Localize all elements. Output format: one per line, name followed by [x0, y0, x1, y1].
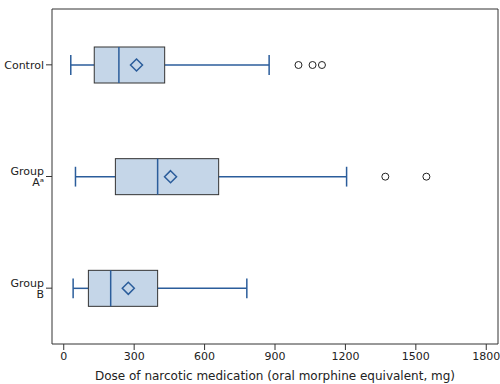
svg-text:1800: 1800	[472, 350, 492, 363]
svg-text:300: 300	[124, 350, 145, 363]
svg-text:1500: 1500	[402, 350, 430, 363]
svg-text:Control: Control	[8, 59, 44, 72]
svg-text:1200: 1200	[331, 350, 359, 363]
svg-text:GroupAᵃ: GroupAᵃ	[11, 165, 45, 189]
svg-text:0: 0	[60, 350, 67, 363]
svg-text:600: 600	[194, 350, 215, 363]
svg-text:Dose of narcotic medication (o: Dose of narcotic medication (oral morphi…	[95, 369, 455, 383]
svg-text:900: 900	[265, 350, 286, 363]
svg-text:GroupB: GroupB	[11, 277, 45, 301]
